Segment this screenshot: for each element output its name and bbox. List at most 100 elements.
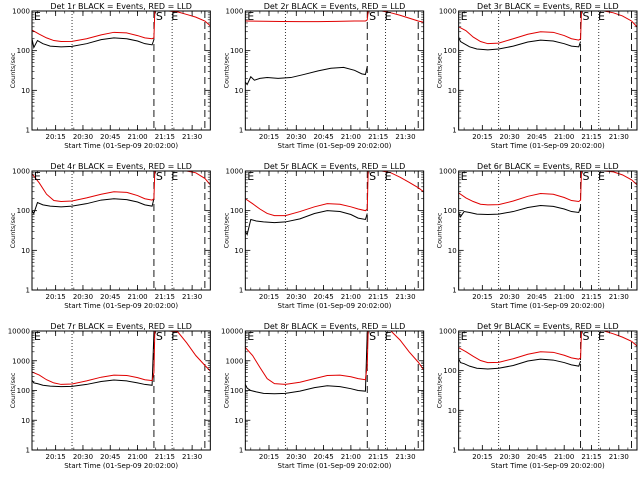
segment-marker-label: E xyxy=(598,330,605,343)
lld-series-line xyxy=(32,171,211,203)
y-axis-label: Counts/sec xyxy=(9,52,17,88)
x-tick-label: 21:30 xyxy=(182,453,202,461)
x-tick-label: 20:30 xyxy=(73,293,93,301)
x-tick-label: 21:15 xyxy=(155,453,175,461)
y-tick-label: 10000 xyxy=(8,328,30,336)
x-tick-label: 21:15 xyxy=(581,133,601,141)
lld-series-line xyxy=(32,331,211,385)
x-tick-label: 21:00 xyxy=(341,293,361,301)
y-tick-label: 100 xyxy=(17,47,30,55)
chart-title: Det 3r BLACK = Events, RED = LLD xyxy=(477,2,619,11)
segment-marker-label: S xyxy=(369,10,376,23)
events-series-line xyxy=(245,66,368,86)
chart-title: Det 8r BLACK = Events, RED = LLD xyxy=(264,322,406,331)
segment-marker-label: E xyxy=(171,330,178,343)
segment-marker-label: E xyxy=(171,10,178,23)
segment-marker-label: S xyxy=(156,170,163,183)
y-axis-label: Counts/sec xyxy=(436,372,444,408)
y-tick-label: 100 xyxy=(17,207,30,215)
x-tick-label: 20:15 xyxy=(46,133,66,141)
x-axis-label: Start Time (01-Sep-09 20:02:00) xyxy=(64,142,178,150)
x-tick-label: 20:45 xyxy=(527,293,547,301)
plot-frame xyxy=(458,330,638,451)
y-tick-label: 10 xyxy=(21,87,30,95)
x-tick-label: 20:15 xyxy=(259,133,279,141)
chart-title: Det 5r BLACK = Events, RED = LLD xyxy=(264,162,406,171)
segment-marker-label: E xyxy=(598,170,605,183)
lld-series-line xyxy=(245,11,424,23)
events-series-line xyxy=(458,204,582,218)
segment-marker-label: S xyxy=(156,10,163,23)
y-tick-label: 1 xyxy=(239,447,243,455)
lld-series-line xyxy=(32,11,211,43)
y-tick-label: 10 xyxy=(448,247,457,255)
x-axis-label: Start Time (01-Sep-09 20:02:00) xyxy=(278,142,392,150)
x-tick-label: 20:45 xyxy=(313,293,333,301)
y-tick-label: 10 xyxy=(21,417,30,425)
x-axis-label: Start Time (01-Sep-09 20:02:00) xyxy=(491,462,605,470)
x-tick-label: 21:30 xyxy=(395,133,415,141)
x-tick-label: 21:30 xyxy=(182,133,202,141)
y-tick-label: 1000 xyxy=(226,168,244,176)
events-series-line xyxy=(245,332,368,395)
x-tick-label: 21:30 xyxy=(182,293,202,301)
x-tick-label: 21:00 xyxy=(341,133,361,141)
x-tick-label: 20:45 xyxy=(313,133,333,141)
x-tick-label: 20:30 xyxy=(73,453,93,461)
y-tick-label: 1 xyxy=(26,287,30,295)
y-tick-label: 1 xyxy=(26,447,30,455)
y-tick-label: 1000 xyxy=(12,357,30,365)
y-tick-label: 1000 xyxy=(439,328,457,336)
x-tick-label: 21:15 xyxy=(368,133,388,141)
lld-series-line xyxy=(458,171,637,206)
x-tick-label: 21:00 xyxy=(127,293,147,301)
x-tick-label: 20:15 xyxy=(46,453,66,461)
x-axis-label: Start Time (01-Sep-09 20:02:00) xyxy=(64,462,178,470)
segment-marker-label: E xyxy=(461,330,468,343)
y-axis-label: Counts/sec xyxy=(222,372,230,408)
x-tick-label: 21:30 xyxy=(395,293,415,301)
x-axis-label: Start Time (01-Sep-09 20:02:00) xyxy=(491,302,605,310)
x-axis-label: Start Time (01-Sep-09 20:02:00) xyxy=(278,302,392,310)
y-tick-label: 1 xyxy=(452,287,456,295)
y-tick-label: 100 xyxy=(443,367,456,375)
x-tick-label: 21:00 xyxy=(127,453,147,461)
segment-marker-label: E xyxy=(461,170,468,183)
x-tick-label: 20:30 xyxy=(286,293,306,301)
y-axis-label: Counts/sec xyxy=(9,212,17,248)
segment-marker-label: E xyxy=(34,170,41,183)
segment-marker-label: E xyxy=(247,330,254,343)
y-tick-label: 100 xyxy=(17,387,30,395)
plot-frame xyxy=(31,170,211,291)
segment-marker-label: E xyxy=(171,170,178,183)
x-tick-label: 20:30 xyxy=(286,453,306,461)
x-tick-label: 21:15 xyxy=(155,293,175,301)
x-tick-label: 21:15 xyxy=(368,293,388,301)
events-series-line xyxy=(32,37,155,50)
y-axis-label: Counts/sec xyxy=(436,212,444,248)
segment-marker-label: E xyxy=(247,170,254,183)
x-tick-label: 20:30 xyxy=(500,133,520,141)
y-tick-label: 100 xyxy=(443,47,456,55)
y-tick-label: 10 xyxy=(21,247,30,255)
y-tick-label: 100 xyxy=(230,207,243,215)
y-axis-label: Counts/sec xyxy=(9,372,17,408)
segment-marker-label: S xyxy=(369,170,376,183)
plot-frame xyxy=(31,10,211,131)
y-tick-label: 1 xyxy=(239,287,243,295)
y-tick-label: 1000 xyxy=(12,168,30,176)
chart-title: Det 7r BLACK = Events, RED = LLD xyxy=(50,322,192,331)
segment-marker-label: S xyxy=(582,170,589,183)
x-axis-label: Start Time (01-Sep-09 20:02:00) xyxy=(491,142,605,150)
x-tick-label: 20:15 xyxy=(472,293,492,301)
events-series-line xyxy=(32,198,155,215)
segment-marker-label: E xyxy=(247,10,254,23)
x-tick-label: 21:15 xyxy=(368,453,388,461)
x-tick-label: 20:30 xyxy=(500,293,520,301)
